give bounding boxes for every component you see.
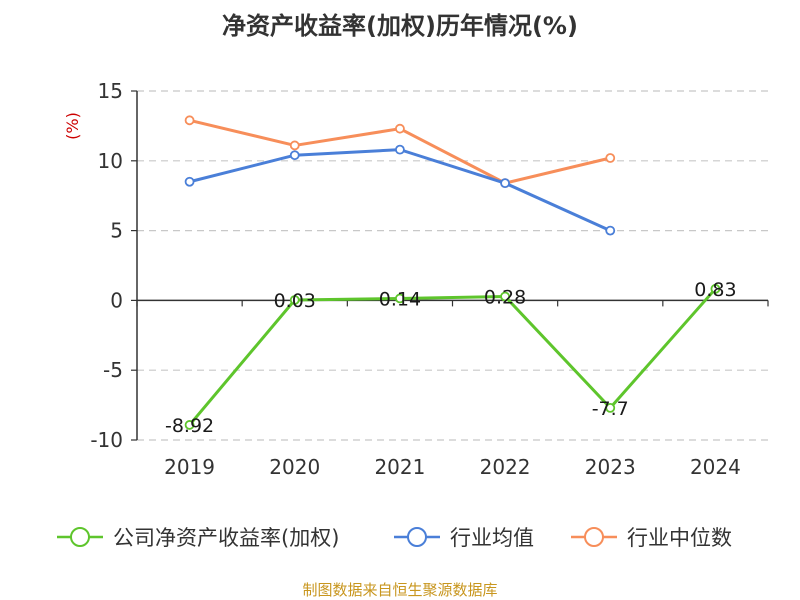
data-point [184, 115, 195, 126]
x-tick-label: 2020 [269, 455, 320, 479]
legend-label: 行业中位数 [627, 526, 732, 550]
data-point [605, 153, 616, 163]
data-label: -8.92 [165, 415, 214, 437]
data-point [605, 402, 616, 413]
legend-marker [584, 527, 604, 547]
data-point [605, 225, 616, 236]
data-label: 0.83 [694, 279, 736, 301]
data-label: 0.14 [379, 288, 421, 310]
data-point [500, 291, 510, 302]
y-tick-label: 10 [98, 149, 123, 173]
legend-label: 行业均值 [450, 526, 534, 550]
legend-label: 公司净资产收益率(加权) [113, 526, 339, 550]
y-axis-unit-label: (%) [63, 112, 82, 140]
legend-marker [407, 527, 427, 547]
data-labels: -8.92 0.03 0.14 0.28 -7.7 0.83 [165, 279, 737, 437]
x-tick-label: 2024 [690, 455, 741, 479]
data-point [395, 123, 405, 134]
gridlines [137, 90, 768, 441]
chart-title: 净资产收益率(加权)历年情况(%) [222, 12, 578, 40]
data-point [710, 283, 721, 294]
y-tick-label: 15 [98, 79, 123, 103]
series-line-1 [189, 148, 611, 232]
source-note: 制图数据来自恒生聚源数据库 [302, 581, 498, 599]
series-line-0 [188, 287, 717, 426]
data-point [184, 176, 195, 187]
data-point [395, 144, 405, 155]
x-tick-label: 2023 [585, 455, 636, 479]
data-point [289, 140, 300, 151]
data-point [184, 420, 195, 430]
data-point [395, 293, 405, 304]
x-tick-label: 2022 [480, 455, 531, 479]
legend: 公司净资产收益率(加权) 行业均值 行业中位数 [57, 526, 732, 550]
y-tick-label: -10 [90, 428, 123, 452]
data-label: 0.03 [274, 290, 316, 312]
data-point [289, 150, 300, 161]
series-lines [184, 115, 721, 430]
data-label: -7.7 [592, 398, 629, 420]
x-tick-label: 2021 [374, 455, 425, 479]
data-label: 0.28 [484, 286, 526, 308]
x-tick-label: 2019 [164, 455, 215, 479]
y-tick-label: 5 [110, 219, 123, 243]
y-tick-label: 0 [110, 288, 123, 312]
data-point [500, 178, 510, 189]
y-tick-label: -5 [103, 358, 123, 382]
axes: 15 10 5 0 -5 -10 2019 2020 2021 2022 2023 2024 [90, 79, 769, 479]
legend-marker [70, 527, 90, 547]
data-point [289, 295, 300, 305]
